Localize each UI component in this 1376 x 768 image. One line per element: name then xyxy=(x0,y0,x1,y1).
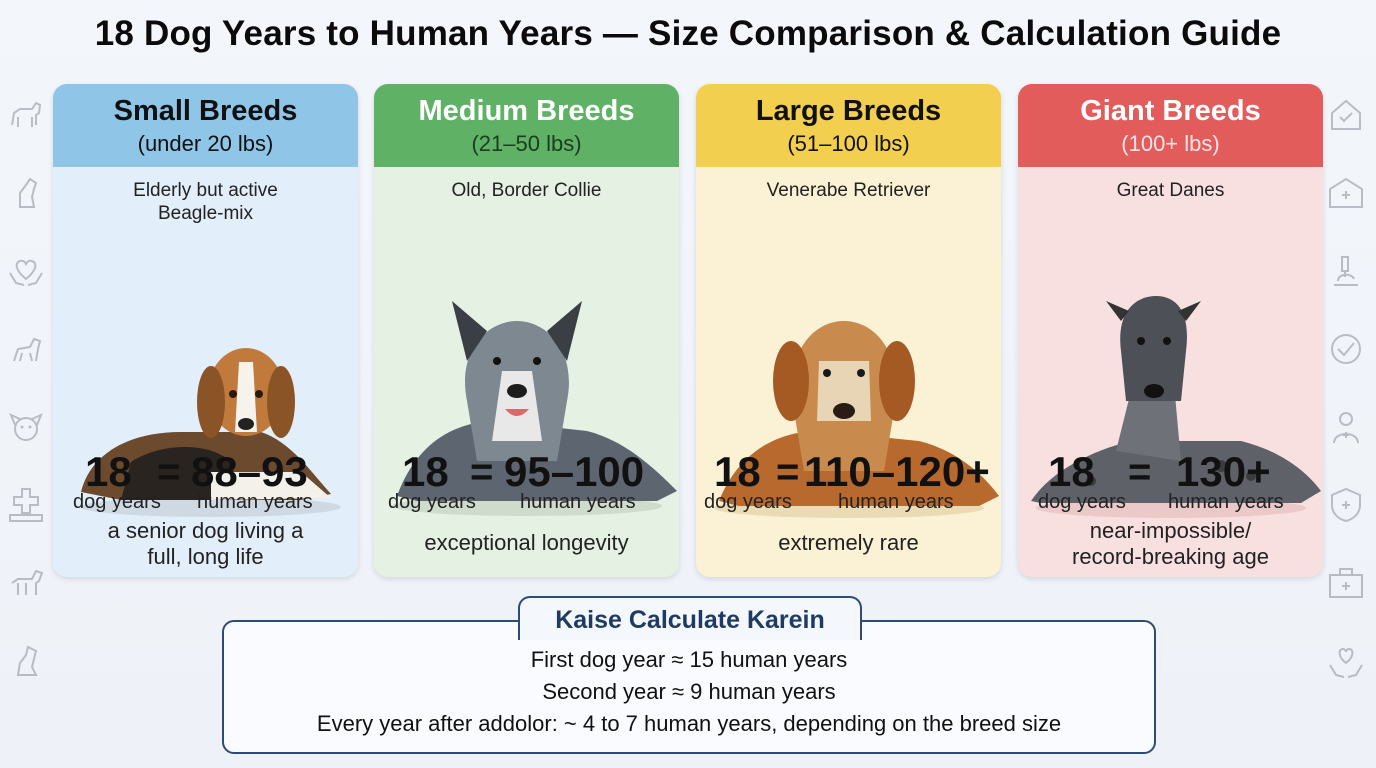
calc-line-after: Every year after addolor: ~ 4 to 7 human… xyxy=(316,711,1062,736)
dog-years-value: 18 xyxy=(402,448,449,495)
breed-size-name: Giant Breeds xyxy=(1080,95,1261,127)
dog-walking-icon xyxy=(6,329,46,369)
desc-line: Venerabe Retriever xyxy=(766,180,931,201)
note-line: extremely rare xyxy=(778,530,919,555)
units-row: dog years human years xyxy=(374,491,679,515)
human-years-unit: human years xyxy=(197,491,313,513)
note-line: full, long life xyxy=(147,544,264,569)
dog-description: Elderly but active Beagle-mix xyxy=(53,179,358,225)
care-hands-icon xyxy=(1326,641,1366,681)
dog-icon xyxy=(6,95,46,135)
calculation-box: First dog year ≈ 15 human years Second y… xyxy=(222,620,1156,754)
age-equation: 18 = 130+ xyxy=(1018,448,1323,495)
dog-sitting-icon xyxy=(6,173,46,213)
golden-retriever-image xyxy=(696,219,1001,521)
age-equation: 18 = 110–120+ xyxy=(696,448,1001,495)
age-equation: 18 = 95–100 xyxy=(374,448,679,495)
note-line: exceptional longevity xyxy=(424,530,629,555)
note-line: near-impossible/ xyxy=(1089,518,1252,543)
weight-range: (21–50 lbs) xyxy=(471,131,582,156)
human-years-value: 110–120+ xyxy=(804,448,990,495)
calc-line-first-year: First dog year ≈ 15 human years xyxy=(530,647,848,672)
heart-hands-icon xyxy=(6,251,46,291)
units-row: dog years human years xyxy=(696,491,1001,515)
dog-years-value: 18 xyxy=(85,448,132,495)
card-header: Medium Breeds (21–50 lbs) xyxy=(374,84,679,167)
breed-size-name: Medium Breeds xyxy=(418,95,635,127)
card-header: Large Breeds (51–100 lbs) xyxy=(696,84,1001,167)
note-line: record-breaking age xyxy=(1072,544,1269,569)
human-years-unit: human years xyxy=(1168,491,1284,513)
right-icon-column xyxy=(1326,95,1370,719)
human-years-unit: human years xyxy=(838,491,954,513)
small-breeds-card: Small Breeds (under 20 lbs) Elderly but … xyxy=(53,84,358,577)
vet-doctor-icon xyxy=(1326,407,1366,447)
beagle-image xyxy=(53,252,358,522)
equals-sign: = xyxy=(470,450,494,494)
dog-face-icon xyxy=(6,407,46,447)
dog-description: Venerabe Retriever xyxy=(696,179,1001,202)
age-note: exceptional longevity xyxy=(384,530,669,556)
border-collie-image xyxy=(374,209,679,521)
large-breeds-card: Large Breeds (51–100 lbs) Venerabe Retri… xyxy=(696,84,1001,577)
dog-standing-icon xyxy=(6,563,46,603)
health-shield-icon xyxy=(1326,485,1366,525)
desc-line: Elderly but active xyxy=(133,180,278,201)
weight-range: (under 20 lbs) xyxy=(137,131,274,156)
health-check-icon xyxy=(1326,95,1366,135)
dog-years-unit: dog years xyxy=(704,491,792,513)
weight-range: (100+ lbs) xyxy=(1121,131,1220,156)
calculation-title: Kaise Calculate Karein xyxy=(518,596,862,640)
medical-cross-icon xyxy=(6,485,46,525)
dog-years-unit: dog years xyxy=(1038,491,1126,513)
human-years-unit: human years xyxy=(520,491,636,513)
desc-line: Great Danes xyxy=(1116,180,1225,201)
units-row: dog years human years xyxy=(1018,491,1323,515)
left-icon-column xyxy=(6,95,50,719)
dog-years-unit: dog years xyxy=(388,491,476,513)
units-row: dog years human years xyxy=(53,491,358,515)
dog-description: Old, Border Collie xyxy=(374,179,679,202)
vet-clinic-icon xyxy=(1326,173,1366,213)
equals-sign: = xyxy=(776,450,800,494)
dog-description: Great Danes xyxy=(1018,179,1323,202)
dog-years-value: 18 xyxy=(1048,448,1095,495)
dog-years-unit: dog years xyxy=(73,491,161,513)
age-note: near-impossible/ record-breaking age xyxy=(1028,518,1313,570)
age-note: a senior dog living a full, long life xyxy=(63,518,348,570)
dog-years-value: 18 xyxy=(714,448,761,495)
breed-size-name: Small Breeds xyxy=(113,95,298,127)
great-dane-image xyxy=(1018,209,1323,521)
note-line: a senior dog living a xyxy=(107,518,304,543)
equals-sign: = xyxy=(1128,450,1152,494)
giant-breeds-card: Giant Breeds (100+ lbs) Great Danes 18 =… xyxy=(1018,84,1323,577)
medical-kit-icon xyxy=(1326,563,1366,603)
human-years-value: 95–100 xyxy=(504,448,645,495)
age-note: extremely rare xyxy=(706,530,991,556)
human-years-value: 88–93 xyxy=(191,448,308,495)
page-title: 18 Dog Years to Human Years — Size Compa… xyxy=(94,14,1282,53)
card-header: Small Breeds (under 20 lbs) xyxy=(53,84,358,167)
calc-line-second-year: Second year ≈ 9 human years xyxy=(542,679,836,704)
equals-sign: = xyxy=(157,450,181,494)
desc-line: Old, Border Collie xyxy=(451,180,602,201)
card-header: Giant Breeds (100+ lbs) xyxy=(1018,84,1323,167)
weight-range: (51–100 lbs) xyxy=(787,131,910,156)
pet-shield-icon xyxy=(1326,329,1366,369)
dog-sitting-icon xyxy=(6,641,46,681)
breed-size-name: Large Breeds xyxy=(755,95,942,127)
microscope-icon xyxy=(1326,251,1366,291)
medium-breeds-card: Medium Breeds (21–50 lbs) Old, Border Co… xyxy=(374,84,679,577)
human-years-value: 130+ xyxy=(1176,448,1271,495)
age-equation: 18 = 88–93 xyxy=(53,448,358,495)
desc-line: Beagle-mix xyxy=(157,203,254,224)
